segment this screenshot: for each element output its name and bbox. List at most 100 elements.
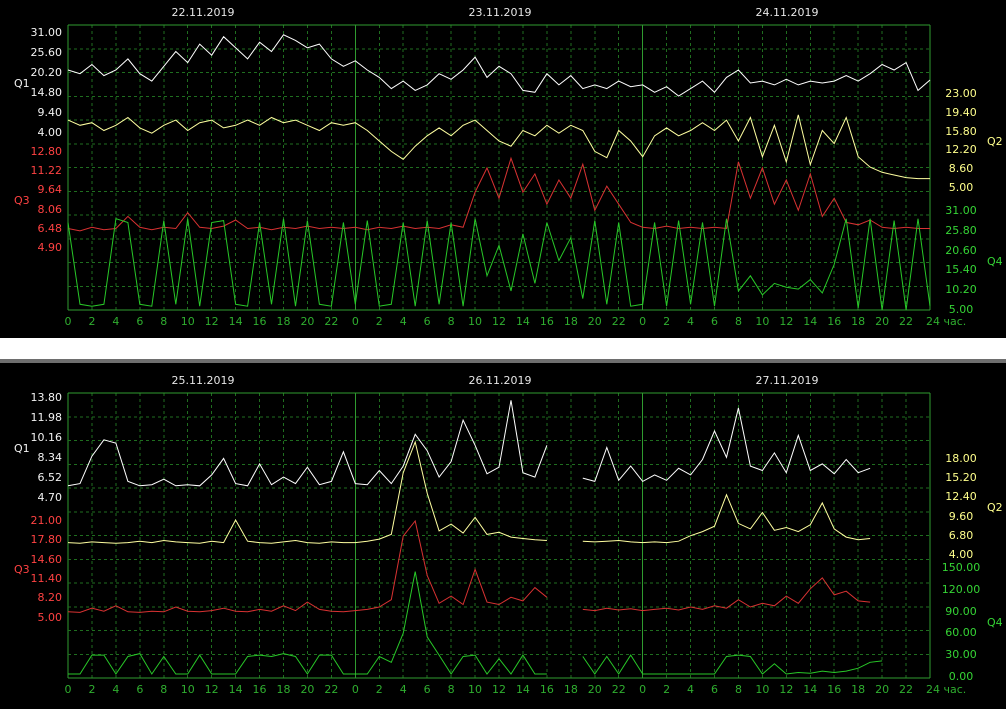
x-tick: 22 — [611, 683, 626, 696]
trend-plot-bottom — [67, 392, 931, 679]
axis-q2-tick: 15.80 — [945, 124, 977, 138]
x-tick: 6 — [711, 683, 718, 696]
x-tick: 0 — [351, 683, 359, 696]
x-tick: 4 — [399, 315, 407, 328]
x-tick: 6 — [136, 683, 144, 696]
x-tick: 14 — [228, 683, 243, 696]
x-tick: 10 — [180, 683, 195, 696]
axis-q3-tick: 11.40 — [30, 572, 63, 586]
x-tick: 0 — [351, 315, 359, 328]
axis-q4-tick: 0.00 — [948, 669, 974, 683]
axis-q4-tick: 120.00 — [941, 582, 981, 596]
x-tick: 22 — [899, 315, 914, 328]
trace-q4 — [582, 654, 883, 675]
axis-q2-tick: 5.00 — [948, 181, 974, 195]
trace-q4 — [67, 218, 931, 311]
x-tick: 18 — [851, 683, 866, 696]
axis-q2-tick: 9.60 — [948, 509, 974, 523]
axis-q2-tick: 12.40 — [945, 490, 977, 504]
axis-q4-tick: 31.00 — [945, 204, 977, 218]
x-tick: 8 — [447, 683, 455, 696]
axis-q1-tick: 25.60 — [30, 45, 63, 59]
x-tick: 8 — [160, 683, 168, 696]
x-tick: 22 — [324, 683, 339, 696]
x-tick: 0 — [639, 683, 647, 696]
x-tick: 22 — [324, 315, 339, 328]
x-tick: 8 — [734, 683, 742, 696]
axis-q1-tick: 4.70 — [37, 490, 63, 504]
trace-q1 — [67, 400, 548, 487]
x-tick: 12 — [492, 683, 506, 696]
axis-q1-tick: 9.40 — [37, 106, 63, 119]
date-label: 27.11.2019 — [755, 374, 819, 387]
x-tick: 12 — [204, 683, 219, 696]
x-tick: 18 — [851, 315, 866, 328]
axis-q3-tick: 6.48 — [37, 221, 63, 235]
x-tick: 18 — [563, 683, 578, 696]
x-tick: 14 — [515, 315, 530, 328]
x-tick: 16 — [827, 315, 842, 328]
x-tick: 20 — [875, 315, 890, 328]
axis-q4-tick: 25.80 — [945, 223, 977, 237]
axis-q3-name: Q3 — [14, 563, 30, 577]
axis-q4-tick: 60.00 — [945, 626, 977, 640]
x-tick: 8 — [447, 315, 455, 328]
x-tick: 18 — [276, 315, 291, 328]
x-tick: 2 — [375, 315, 383, 328]
x-tick: 2 — [663, 683, 671, 696]
axis-q3-name: Q3 — [14, 193, 30, 207]
axis-q2-tick: 18.00 — [945, 452, 977, 466]
x-tick: 10 — [468, 315, 483, 328]
x-tick: 2 — [88, 315, 96, 328]
axis-q3-tick: 4.90 — [37, 240, 63, 254]
x-tick: 0 — [639, 315, 647, 328]
axis-q1-tick: 4.00 — [37, 126, 63, 139]
x-tick: 4 — [399, 683, 407, 696]
axis-q1-tick: 10.16 — [30, 431, 63, 445]
axis-q2-tick: 4.00 — [948, 547, 974, 561]
axis-q3-tick: 11.22 — [30, 164, 63, 178]
x-tick: 14 — [228, 315, 243, 328]
axis-q2-tick: 19.40 — [945, 105, 977, 119]
x-tick: 6 — [136, 315, 144, 328]
x-tick: 16 — [539, 315, 554, 328]
x-tick: 0 — [64, 683, 72, 696]
date-label: 25.11.2019 — [171, 374, 235, 387]
x-tick: 16 — [539, 683, 554, 696]
x-tick: 6 — [711, 315, 718, 328]
axis-q2-name: Q2 — [987, 501, 1003, 514]
x-tick: 0 — [64, 315, 72, 328]
x-tick: 16 — [827, 683, 842, 696]
x-tick: 10 — [755, 683, 770, 696]
axis-q2-name: Q2 — [987, 134, 1003, 148]
x-tick: 4 — [687, 683, 695, 696]
panel-divider-bar — [0, 338, 1006, 363]
axis-q2-tick: 6.80 — [948, 528, 974, 542]
x-tick: 20 — [300, 315, 315, 328]
axis-q3-tick: 9.64 — [37, 183, 63, 197]
x-tick: 16 — [252, 315, 267, 328]
axis-q4-name: Q4 — [987, 254, 1003, 268]
axis-q1-tick: 11.98 — [30, 411, 63, 425]
x-tick: 14 — [803, 683, 818, 696]
x-end-label: 24 час. — [926, 315, 967, 328]
axis-q1-tick: 8.34 — [37, 450, 63, 464]
x-tick: 8 — [160, 315, 168, 328]
date-label: 23.11.2019 — [468, 6, 532, 19]
x-tick: 20 — [875, 683, 890, 696]
x-tick: 16 — [252, 683, 267, 696]
x-tick: 10 — [180, 315, 195, 328]
trace-q4 — [68, 571, 547, 675]
x-tick: 14 — [515, 683, 530, 696]
x-tick: 22 — [899, 683, 914, 696]
x-tick: 4 — [112, 315, 120, 328]
axis-q1-tick: 6.52 — [37, 470, 63, 484]
date-label: 22.11.2019 — [171, 6, 235, 19]
x-tick: 2 — [663, 315, 671, 328]
axis-q3-tick: 14.60 — [30, 552, 63, 566]
x-tick: 18 — [563, 315, 578, 328]
trace-q1 — [582, 407, 871, 483]
trace-q3 — [67, 519, 548, 613]
axis-q4-tick: 90.00 — [945, 604, 977, 618]
